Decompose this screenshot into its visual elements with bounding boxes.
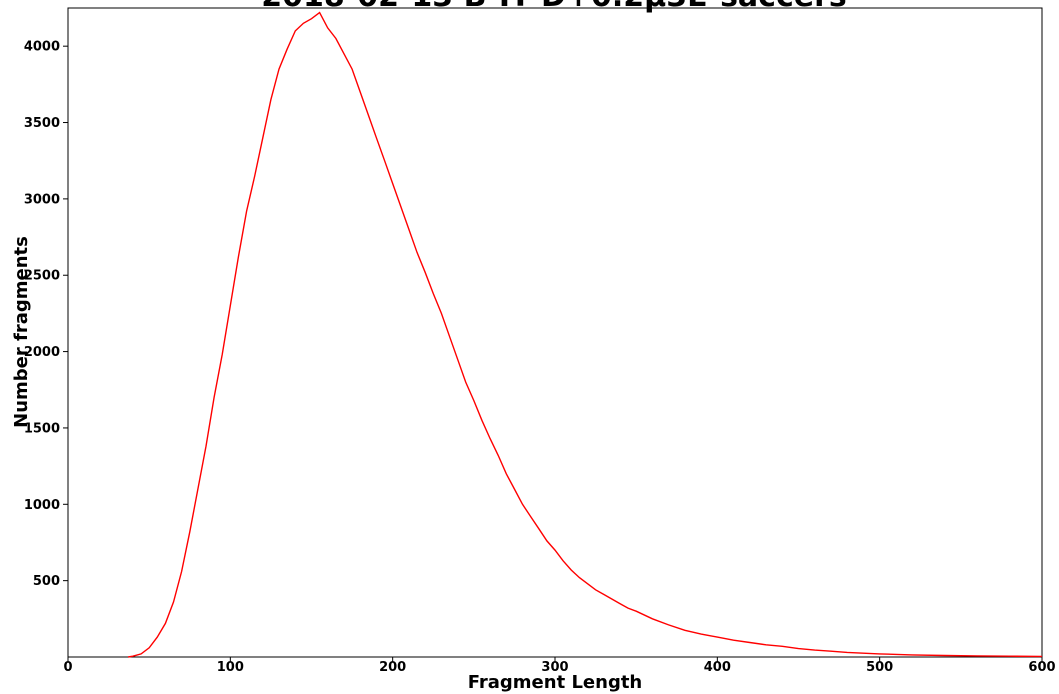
y-axis-ticks: 500 1000 1500 2000 2500 3000 3500 4000 [24, 40, 68, 589]
x-tick-label: 500 [866, 660, 893, 675]
x-tick-label: 600 [1028, 660, 1055, 675]
plot-frame [67, 7, 1043, 658]
chart-title: 2018-02-13 B-IT D+0.2µ3E-saccers [261, 0, 846, 14]
x-axis-ticks: 0 100 200 300 400 500 600 [63, 657, 1056, 675]
y-tick-label: 3000 [24, 192, 60, 207]
x-tick-label: 100 [217, 660, 244, 675]
y-tick-label: 1000 [24, 498, 60, 513]
y-tick-label: 500 [33, 574, 60, 589]
y-axis-label: Number fragments [11, 236, 32, 428]
x-tick-label: 300 [541, 660, 568, 675]
y-tick-label: 2500 [24, 269, 60, 284]
x-tick-label: 200 [379, 660, 406, 675]
y-tick-label: 3500 [24, 116, 60, 131]
x-axis-label: Fragment Length [468, 672, 643, 693]
x-tick-label: 0 [63, 660, 72, 675]
y-tick-label: 4000 [24, 40, 60, 55]
x-tick-label: 400 [704, 660, 731, 675]
y-tick-label: 1500 [24, 421, 60, 436]
series-line [127, 11, 1043, 658]
y-tick-label: 2000 [24, 345, 60, 360]
